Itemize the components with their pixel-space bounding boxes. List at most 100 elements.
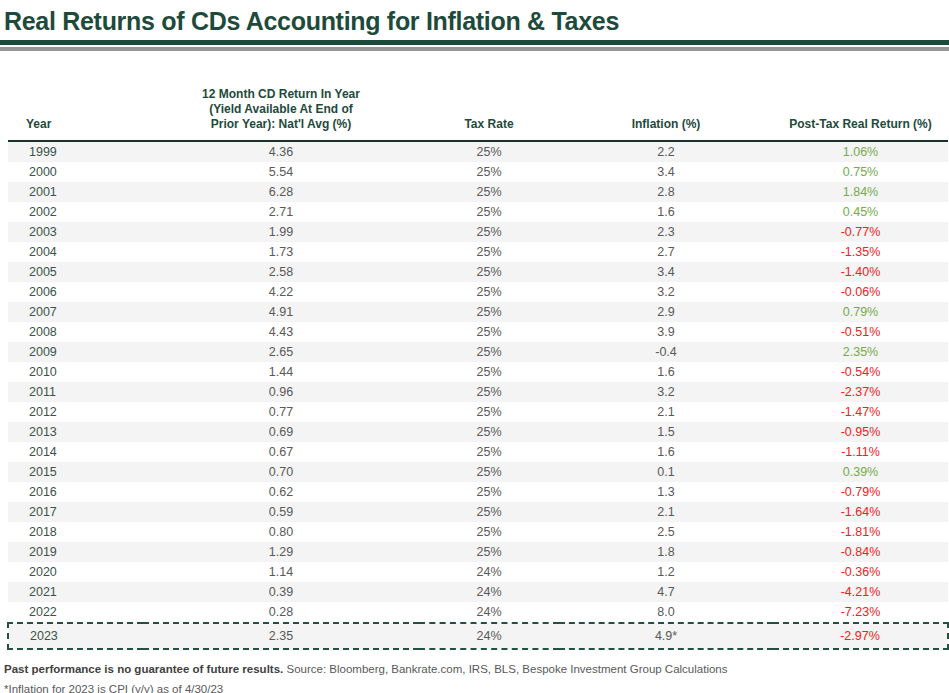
cd-return-cell: 1.29 (143, 542, 419, 562)
year-cell: 2018 (8, 522, 143, 542)
real-return-cell: -0.06% (773, 282, 948, 302)
cd-return-cell: 0.62 (143, 482, 419, 502)
real-return-cell: -0.77% (773, 222, 948, 242)
cd-return-cell: 1.73 (143, 242, 419, 262)
inflation-cell: 8.0 (559, 602, 773, 623)
year-cell: 2009 (8, 342, 143, 362)
tax-rate-cell: 25% (419, 402, 559, 422)
year-cell: 2016 (8, 482, 143, 502)
inflation-cell: 0.1 (559, 462, 773, 482)
table-row: 2004 1.73 25% 2.7 -1.35% (8, 242, 948, 262)
real-return-cell: 2.35% (773, 342, 948, 362)
year-cell: 2022 (8, 602, 143, 623)
footer: Past performance is no guarantee of futu… (4, 662, 949, 693)
table-row: 2009 2.65 25% -0.4 2.35% (8, 342, 948, 362)
cd-return-cell: 4.43 (143, 322, 419, 342)
real-return-cell: -1.11% (773, 442, 948, 462)
real-return-cell: -2.37% (773, 382, 948, 402)
year-cell: 2008 (8, 322, 143, 342)
inflation-cell: 3.9 (559, 322, 773, 342)
inflation-cell: 3.4 (559, 162, 773, 182)
tax-rate-cell: 25% (419, 542, 559, 562)
real-return-cell: -1.81% (773, 522, 948, 542)
year-cell: 2005 (8, 262, 143, 282)
cd-return-cell: 4.36 (143, 141, 419, 162)
tax-rate-cell: 25% (419, 462, 559, 482)
year-cell: 2007 (8, 302, 143, 322)
inflation-cell: 2.1 (559, 402, 773, 422)
cd-return-cell: 1.44 (143, 362, 419, 382)
year-cell: 2003 (8, 222, 143, 242)
real-return-cell: -0.84% (773, 542, 948, 562)
real-return-cell: -0.36% (773, 562, 948, 582)
cd-returns-table: Year 12 Month CD Return In Year (Yield A… (7, 87, 949, 650)
real-return-cell: -1.64% (773, 502, 948, 522)
tax-rate-cell: 25% (419, 262, 559, 282)
year-cell: 2013 (8, 422, 143, 442)
table-row: 2015 0.70 25% 0.1 0.39% (8, 462, 948, 482)
year-cell: 2004 (8, 242, 143, 262)
cd-return-cell: 4.91 (143, 302, 419, 322)
real-return-cell: 0.79% (773, 302, 948, 322)
cd-return-cell: 1.99 (143, 222, 419, 242)
tax-rate-cell: 25% (419, 302, 559, 322)
tax-rate-cell: 25% (419, 182, 559, 202)
inflation-cell: 1.6 (559, 202, 773, 222)
column-header-tax-rate: Tax Rate (419, 87, 559, 141)
inflation-cell: 3.4 (559, 262, 773, 282)
inflation-cell: 1.5 (559, 422, 773, 442)
disclaimer-bold-text: Past performance is no guarantee of futu… (4, 663, 283, 675)
title-rule-gray (0, 47, 949, 51)
cd-return-cell: 0.96 (143, 382, 419, 402)
tax-rate-cell: 24% (419, 582, 559, 602)
table-body: 1999 4.36 25% 2.2 1.06% 2000 5.54 25% 3.… (8, 141, 948, 649)
tax-rate-cell: 25% (419, 362, 559, 382)
cd-return-cell: 0.77 (143, 402, 419, 422)
table-row: 2001 6.28 25% 2.8 1.84% (8, 182, 948, 202)
real-return-cell: -0.54% (773, 362, 948, 382)
inflation-cell: -0.4 (559, 342, 773, 362)
cd-return-cell: 1.14 (143, 562, 419, 582)
table-row: 2014 0.67 25% 1.6 -1.11% (8, 442, 948, 462)
column-header-real-return: Post-Tax Real Return (%) (773, 87, 948, 141)
tax-rate-cell: 25% (419, 322, 559, 342)
column-header-inflation: Inflation (%) (559, 87, 773, 141)
title-rule-green (0, 40, 949, 45)
inflation-cell: 2.7 (559, 242, 773, 262)
real-return-cell: -4.21% (773, 582, 948, 602)
cd-return-cell: 2.35 (143, 623, 419, 649)
real-return-cell: 0.39% (773, 462, 948, 482)
year-cell: 2010 (8, 362, 143, 382)
inflation-cell: 1.6 (559, 362, 773, 382)
cd-return-cell: 0.80 (143, 522, 419, 542)
year-cell: 2012 (8, 402, 143, 422)
table-row: 2022 0.28 24% 8.0 -7.23% (8, 602, 948, 623)
table-row: 2011 0.96 25% 3.2 -2.37% (8, 382, 948, 402)
table-row: 2017 0.59 25% 2.1 -1.64% (8, 502, 948, 522)
table-row: 2019 1.29 25% 1.8 -0.84% (8, 542, 948, 562)
real-return-cell: 1.06% (773, 141, 948, 162)
real-return-cell: -1.40% (773, 262, 948, 282)
inflation-cell: 2.5 (559, 522, 773, 542)
cd-return-cell: 0.59 (143, 502, 419, 522)
tax-rate-cell: 25% (419, 202, 559, 222)
cd-return-cell: 4.22 (143, 282, 419, 302)
inflation-cell: 2.9 (559, 302, 773, 322)
tax-rate-cell: 25% (419, 342, 559, 362)
table-row: 2016 0.62 25% 1.3 -0.79% (8, 482, 948, 502)
table-row: 2013 0.69 25% 1.5 -0.95% (8, 422, 948, 442)
tax-rate-cell: 25% (419, 282, 559, 302)
tax-rate-cell: 25% (419, 242, 559, 262)
cd-return-cell: 0.67 (143, 442, 419, 462)
cd-return-cell: 2.58 (143, 262, 419, 282)
cd-return-cell: 6.28 (143, 182, 419, 202)
year-cell: 2019 (8, 542, 143, 562)
inflation-cell: 1.2 (559, 562, 773, 582)
source-text: Source: Bloomberg, Bankrate.com, IRS, BL… (283, 663, 727, 675)
tax-rate-cell: 25% (419, 502, 559, 522)
tax-rate-cell: 25% (419, 382, 559, 402)
cd-return-cell: 2.65 (143, 342, 419, 362)
inflation-cell: 3.2 (559, 382, 773, 402)
inflation-cell: 1.3 (559, 482, 773, 502)
year-cell: 2015 (8, 462, 143, 482)
